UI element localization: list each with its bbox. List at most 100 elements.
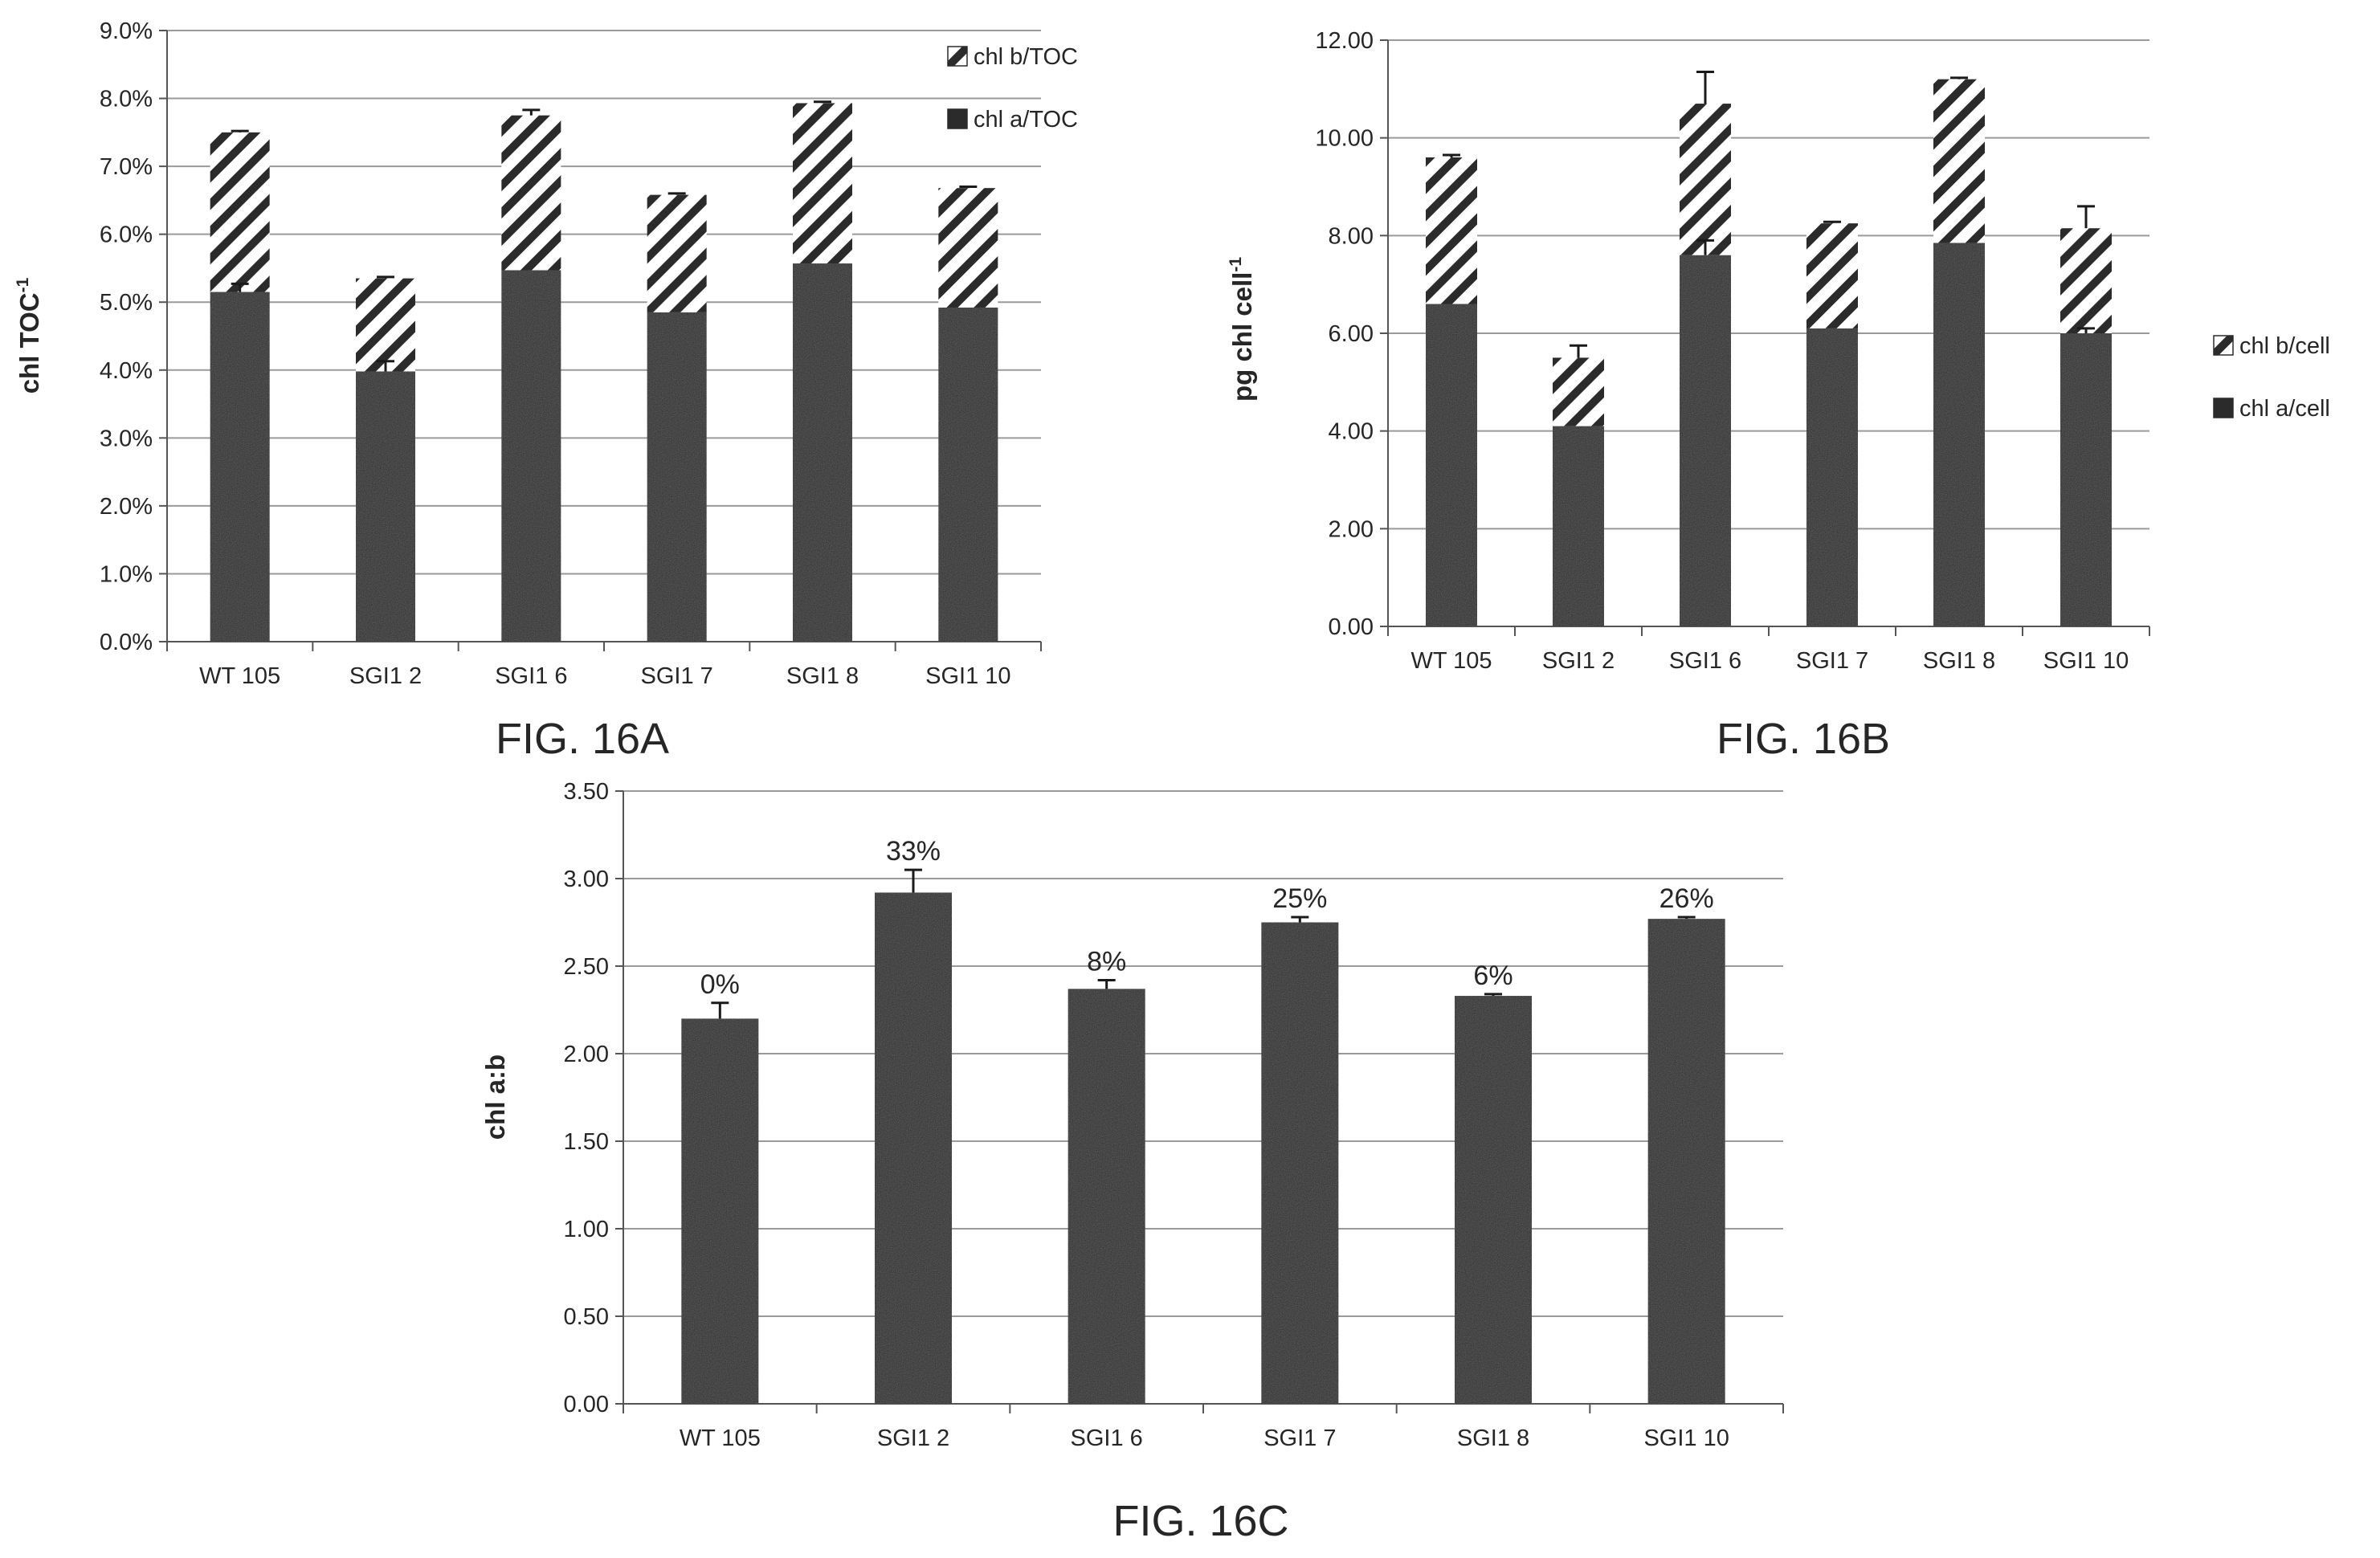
data-label: 33% [886, 836, 941, 867]
y-tick-label: 2.50 [564, 954, 609, 980]
y-axis-title-text: pg chl cell [1227, 272, 1257, 402]
bar-segment-solid [501, 270, 561, 642]
y-tick-label: 7.0% [100, 154, 153, 180]
x-tick-label: SGI1 2 [1542, 648, 1615, 674]
y-tick-label: 8.0% [100, 87, 153, 112]
y-tick-label: 2.0% [100, 494, 153, 520]
y-axis-title-superscript: -1 [1227, 257, 1245, 272]
x-tick-label: SGI1 7 [641, 663, 713, 689]
bar-segment-hatched [793, 103, 852, 264]
legend-label: chl a/cell [2239, 396, 2330, 422]
y-tick-label: 6.0% [100, 222, 153, 248]
legend-swatch-solid [2213, 398, 2234, 418]
bar-segment-solid [1806, 328, 1858, 626]
legend-swatch-hatched [947, 46, 968, 67]
y-tick-label: 3.50 [564, 779, 609, 805]
x-tick-label: SGI1 2 [349, 663, 422, 689]
bar-segment-solid [875, 892, 952, 1404]
bar-segment-solid [647, 312, 707, 642]
bar-segment-hatched [1426, 157, 1477, 304]
y-tick-label: 9.0% [100, 18, 153, 44]
bar-segment-solid [1933, 243, 1985, 626]
y-tick-label: 1.00 [564, 1217, 609, 1242]
bar-segment-solid [210, 292, 270, 642]
bar-segment-hatched [647, 194, 707, 312]
data-label: 8% [1087, 946, 1126, 977]
x-tick-label: WT 105 [680, 1425, 761, 1451]
chart-16a: 0.0% 1.0% 2.0% 3.0% 4.0% 5.0% 6.0% 7.0% 8.0% 9.0%… [14, 18, 1078, 689]
y-tick-label: 0.00 [564, 1392, 609, 1417]
x-tick-label: SGI1 6 [1071, 1425, 1143, 1451]
bar-segment-hatched [2060, 228, 2112, 333]
bar-segment-solid [1455, 996, 1532, 1404]
x-tick-label: WT 105 [1410, 648, 1492, 674]
x-tick-label: SGI1 10 [1643, 1425, 1729, 1451]
y-tick-label: 0.50 [564, 1304, 609, 1330]
data-label: 25% [1272, 883, 1327, 914]
bar-segment-solid [1068, 989, 1145, 1404]
bar-segment-solid [938, 307, 998, 642]
x-tick-label: SGI1 8 [786, 663, 859, 689]
bar-segment-hatched [210, 132, 270, 292]
data-label: 0% [700, 969, 740, 1000]
y-tick-label: 3.00 [564, 867, 609, 892]
legend-swatch-hatched [2213, 335, 2234, 356]
x-tick-label: SGI1 10 [2043, 648, 2129, 674]
x-tick-label: SGI1 8 [1457, 1425, 1529, 1451]
bar-segment-solid [1261, 922, 1339, 1404]
bar-segment-solid [1553, 426, 1604, 626]
y-axis-title: pg chl cell-1 [1227, 257, 1257, 402]
y-axis-title: chl a:b [480, 1054, 510, 1140]
y-axis-title-superscript: -1 [14, 277, 32, 292]
y-tick-label: 2.00 [564, 1042, 609, 1067]
x-tick-label: WT 105 [199, 663, 280, 689]
bar-segment-solid [681, 1018, 759, 1404]
x-tick-label: SGI1 10 [925, 663, 1010, 689]
data-label: 6% [1473, 960, 1513, 991]
y-tick-label: 5.0% [100, 290, 153, 316]
bar-segment-hatched [1933, 79, 1985, 243]
bar-segment-solid [1647, 919, 1725, 1404]
legend-swatch-solid [947, 108, 968, 129]
y-tick-label: 0.0% [100, 630, 153, 655]
chart-16c: 0.00 0.50 1.00 1.50 2.00 2.50 3.00 3.50 WT 105 SG… [480, 779, 1784, 1451]
bar-segment-solid [1426, 304, 1477, 626]
x-tick-label: SGI1 2 [877, 1425, 949, 1451]
bar-segment-hatched [938, 188, 998, 308]
y-tick-label: 8.00 [1329, 223, 1374, 249]
bar-segment-solid [356, 371, 415, 642]
y-tick-label: 12.00 [1315, 28, 1374, 54]
y-tick-label: 3.0% [100, 426, 153, 451]
y-tick-label: 0.00 [1329, 614, 1374, 640]
x-tick-label: SGI1 8 [1923, 648, 1995, 674]
bar-segment-solid [793, 263, 852, 642]
x-tick-label: SGI1 7 [1796, 648, 1868, 674]
y-tick-label: 2.00 [1329, 516, 1374, 542]
figure-caption-16a: FIG. 16A [496, 715, 669, 763]
x-tick-label: SGI1 6 [1669, 648, 1741, 674]
chart-16b: 0.00 2.00 4.00 6.00 8.00 10.00 12.00 WT 105 SGI1… [1227, 28, 2330, 674]
x-tick-label: SGI1 7 [1263, 1425, 1336, 1451]
bar-segment-hatched [501, 115, 561, 271]
x-tick-label: SGI1 6 [495, 663, 567, 689]
y-axis-title-text: chl a:b [480, 1054, 510, 1140]
y-tick-label: 6.00 [1329, 321, 1374, 347]
y-axis-title: chl TOC-1 [14, 277, 44, 394]
bar-segment-solid [1680, 255, 1731, 626]
bar-segment-hatched [1680, 104, 1731, 255]
bar-segment-hatched [1553, 357, 1604, 426]
legend-label: chl b/TOC [974, 44, 1078, 70]
y-axis-title-text: chl TOC [14, 292, 44, 394]
bar-segment-hatched [356, 278, 415, 372]
legend-label: chl a/TOC [974, 107, 1078, 133]
y-tick-label: 4.00 [1329, 419, 1374, 445]
bar-segment-solid [2060, 333, 2112, 626]
y-tick-label: 1.50 [564, 1129, 609, 1155]
y-tick-label: 1.0% [100, 561, 153, 587]
y-tick-label: 4.0% [100, 358, 153, 384]
data-label: 26% [1659, 883, 1714, 914]
figure-caption-16b: FIG. 16B [1717, 715, 1890, 763]
legend-label: chl b/cell [2239, 333, 2330, 359]
y-tick-label: 10.00 [1315, 126, 1374, 152]
